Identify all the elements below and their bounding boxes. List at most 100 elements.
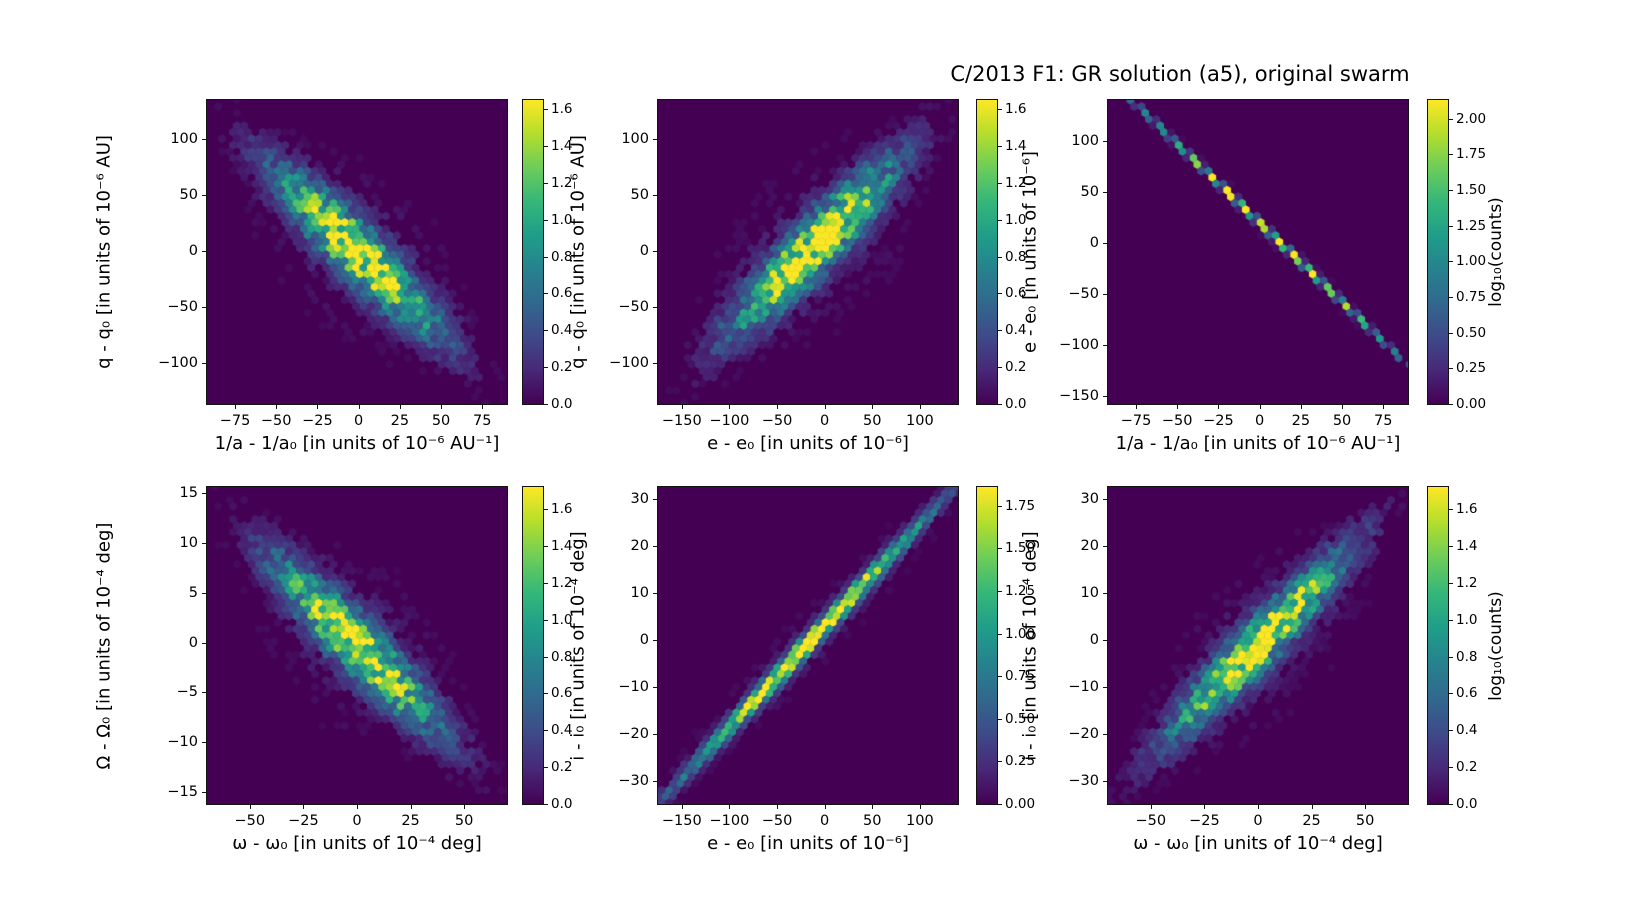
panel-1-y-tick-label: 100	[170, 131, 198, 148]
panel-1-colorbar-tickmark	[544, 109, 548, 111]
panel-5-hexbin-plot	[657, 486, 959, 805]
panel-3-x-tick-label: 25	[1291, 413, 1311, 429]
panel-5-colorbar-tick-label: 1.25	[1005, 582, 1036, 599]
panel-6-x-tickmark	[1150, 805, 1152, 809]
panel-1-y-tickmark	[202, 250, 206, 252]
panel-2-x-axis-label: e - e₀ [in units of 10⁻⁶]	[707, 433, 909, 454]
panel-1-x-tick-label: 25	[390, 413, 410, 429]
panel-5-x-tickmark	[824, 805, 826, 809]
panel-6-colorbar-tickmark	[1449, 656, 1453, 658]
panel-5-colorbar-tickmark	[998, 718, 1002, 720]
panel-4-colorbar	[522, 486, 544, 805]
panel-3-x-axis-label: 1/a - 1/a₀ [in units of 10⁻⁶ AU⁻¹]	[1115, 433, 1401, 454]
panel-1-colorbar-tick-label: 0.8	[551, 248, 573, 265]
panel-1-colorbar-tickmark	[544, 146, 548, 148]
panel-4-colorbar-tickmark	[544, 619, 548, 621]
panel-4-x-tickmark	[464, 805, 466, 809]
panel-6-colorbar-tick-label: 0.6	[1456, 685, 1478, 702]
panel-5-x-tick-label: 100	[906, 813, 934, 829]
panel-2-colorbar	[976, 99, 998, 405]
panel-6-colorbar-tick-label: 0.8	[1456, 648, 1478, 665]
panel-5-colorbar-tickmark	[998, 761, 1002, 763]
panel-4-y-tick-label: 10	[179, 534, 198, 551]
panel-6-x-tick-label: 25	[1302, 813, 1321, 829]
panel-6-y-tickmark	[1103, 639, 1107, 641]
panel-5-y-tickmark	[653, 592, 657, 594]
panel-1-y-tick-label: −100	[158, 354, 198, 371]
panel-4-colorbar-tick-label: 1.4	[551, 537, 573, 554]
panel-3-y-tick-label: 50	[1080, 183, 1099, 200]
panel-4-y-tickmark	[202, 592, 206, 594]
panel-4-colorbar-tick-label: 1.2	[551, 574, 573, 591]
panel-6-colorbar-tickmark	[1449, 619, 1453, 621]
panel-1-colorbar-tickmark	[544, 182, 548, 184]
panel-5-y-axis-label: i - i₀ [in units of 10⁻⁴ deg]	[567, 530, 589, 761]
panel-4-y-tickmark	[202, 492, 206, 494]
panel-3-colorbar-tick-label: 1.25	[1456, 217, 1487, 234]
panel-1-y-tick-label: 0	[188, 242, 198, 259]
panel-6-y-tick-label: −30	[1068, 772, 1099, 789]
panel-6-x-tick-label: 0	[1253, 813, 1263, 829]
panel-5-x-tick-label: 50	[863, 813, 882, 829]
panel-1-colorbar-tickmark	[544, 293, 548, 295]
panel-4-y-tickmark	[202, 792, 206, 794]
panel-4-x-tickmark	[357, 805, 358, 809]
panel-3-colorbar-tickmark	[1449, 189, 1453, 191]
panel-4-x-tickmark	[410, 805, 412, 809]
panel-3-colorbar-tick-label: 0.50	[1456, 324, 1487, 341]
panel-2-y-tickmark	[653, 139, 657, 141]
panel-4-y-tickmark	[202, 642, 206, 644]
panel-6-y-tickmark	[1103, 733, 1107, 735]
panel-2-x-tickmark	[729, 405, 731, 409]
panel-3-x-tickmark	[1300, 405, 1302, 409]
panel-6-y-tick-label: 20	[1080, 537, 1099, 554]
panel-4-colorbar-tick-label: 0.4	[551, 722, 573, 739]
panel-5-colorbar-tick-label: 1.75	[1005, 497, 1036, 514]
panel-3-colorbar-tickmark	[1449, 261, 1453, 263]
panel-2-colorbar-tickmark	[998, 182, 1002, 184]
panel-3-y-tick-label: 0	[1089, 234, 1099, 251]
panel-4-y-tick-label: 5	[188, 584, 198, 601]
panel-6-colorbar-tick-label: 0.2	[1456, 759, 1478, 776]
panel-6-x-tickmark	[1204, 805, 1206, 809]
panel-2-colorbar-tickmark	[998, 367, 1002, 369]
panel-1-x-tickmark	[317, 405, 319, 409]
panel-3-x-tickmark	[1218, 405, 1220, 409]
panel-6-colorbar-tickmark	[1449, 509, 1453, 511]
panel-4-colorbar-tick-label: 0.0	[551, 796, 573, 812]
panel-3-x-tick-label: 0	[1255, 413, 1265, 429]
panel-3-x-tick-label: −50	[1161, 413, 1193, 429]
panel-6-y-tick-label: 30	[1080, 490, 1099, 507]
panel-2-colorbar-tick-label: 0.0	[1005, 396, 1027, 412]
panel-3-y-tickmark	[1103, 242, 1107, 244]
panel-4-y-tick-label: −15	[167, 784, 198, 801]
panel-1-colorbar-tickmark	[544, 367, 548, 369]
panel-1-x-tick-label: −50	[260, 413, 292, 429]
panel-5-colorbar-tickmark	[998, 505, 1002, 507]
panel-1-x-tick-label: −75	[219, 413, 251, 429]
panel-4-hexbin-plot	[206, 486, 508, 805]
panel-1-x-tickmark	[276, 405, 278, 409]
panel-1-y-tick-label: −50	[167, 298, 198, 315]
panel-5-x-tickmark	[681, 805, 683, 809]
panel-3-colorbar-tickmark	[1449, 225, 1453, 227]
panel-3-x-tick-label: 50	[1332, 413, 1352, 429]
panel-5-y-tick-label: −20	[618, 725, 649, 742]
panel-4-colorbar-tickmark	[544, 545, 548, 547]
panel-3-y-tick-label: −150	[1059, 387, 1099, 404]
panel-3-colorbar-tick-label: 0.00	[1456, 396, 1487, 412]
panel-6-colorbar-tickmark	[1449, 545, 1453, 547]
panel-2-colorbar-tick-label: 0.2	[1005, 359, 1027, 376]
panel-6-x-tick-label: −25	[1189, 813, 1220, 829]
panel-5-colorbar-tickmark	[998, 676, 1002, 678]
panel-3-x-tick-label: −25	[1203, 413, 1234, 429]
panel-1-colorbar-tick-label: 0.6	[551, 285, 573, 302]
panel-2-x-tickmark	[681, 405, 683, 409]
panel-4-colorbar-tick-label: 0.8	[551, 648, 573, 665]
panel-6-colorbar-tickmark	[1449, 730, 1453, 732]
panel-6-x-tickmark	[1365, 805, 1367, 809]
panel-1-colorbar-tickmark	[544, 330, 548, 332]
panel-3-colorbar-tickmark	[1449, 368, 1453, 370]
panel-6-x-tickmark	[1258, 805, 1259, 809]
